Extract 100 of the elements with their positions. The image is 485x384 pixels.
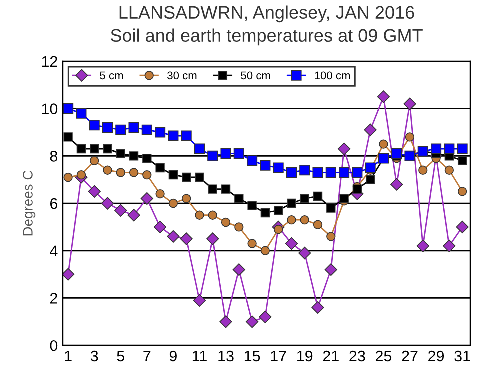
point — [208, 184, 218, 194]
point — [76, 170, 86, 180]
point — [63, 268, 75, 281]
point — [180, 232, 193, 246]
point — [404, 98, 416, 110]
point — [221, 184, 231, 194]
point — [208, 210, 218, 220]
point — [324, 264, 338, 276]
x-tick-label: 13 — [218, 350, 234, 362]
point — [142, 154, 152, 164]
y-tick-label: 6 — [50, 198, 58, 210]
point — [167, 230, 180, 243]
point — [116, 168, 126, 178]
point — [193, 294, 206, 307]
point — [443, 240, 456, 252]
point — [89, 120, 100, 131]
point — [128, 122, 140, 134]
point — [444, 144, 455, 154]
y-tick-label: 0 — [50, 340, 58, 352]
point — [300, 194, 310, 204]
legend-label: 5 cm — [100, 72, 124, 80]
x-tick-label: 9 — [170, 350, 177, 362]
x-tick-label: 5 — [117, 351, 124, 362]
point — [260, 246, 270, 256]
x-tick-label: 11 — [192, 351, 207, 362]
point — [88, 185, 101, 198]
point — [377, 90, 390, 104]
x-tick-label: 3 — [90, 350, 98, 362]
point — [194, 144, 206, 154]
point — [156, 189, 165, 199]
point — [390, 178, 404, 191]
point — [326, 232, 336, 242]
y-tick-label: 12 — [42, 56, 58, 67]
point — [182, 194, 192, 204]
point — [129, 152, 139, 161]
point — [352, 167, 363, 178]
point — [64, 172, 73, 182]
point — [102, 122, 114, 134]
point — [248, 239, 257, 248]
point — [339, 167, 350, 178]
point — [418, 166, 428, 175]
legend-label: 30 cm — [168, 72, 197, 80]
point — [114, 204, 128, 217]
point — [364, 124, 377, 136]
point — [287, 198, 296, 208]
point — [313, 220, 323, 230]
point — [312, 301, 324, 314]
point — [300, 216, 310, 225]
point — [392, 148, 402, 160]
point — [444, 166, 454, 175]
point — [90, 156, 100, 166]
y-tick-label: 2 — [50, 293, 58, 304]
x-tick-label: 21 — [323, 350, 339, 362]
point — [352, 184, 362, 194]
point — [220, 316, 232, 328]
point — [168, 170, 178, 180]
point — [248, 201, 257, 210]
chart-title: LLANSADWRN, Anglesey, JAN 2016 — [120, 6, 414, 23]
y-tick-label: 4 — [50, 246, 58, 256]
y-tick-label: 8 — [50, 151, 58, 162]
point — [246, 316, 259, 328]
point — [208, 150, 218, 162]
x-tick-label: 27 — [402, 350, 418, 362]
point — [285, 237, 298, 250]
point — [103, 144, 112, 154]
point — [76, 108, 87, 119]
point — [76, 144, 86, 154]
point — [154, 220, 167, 234]
point — [338, 142, 351, 156]
point — [128, 209, 140, 222]
point — [221, 218, 231, 228]
point — [101, 197, 114, 210]
point — [129, 168, 139, 178]
point — [220, 148, 232, 160]
point — [103, 166, 112, 175]
legend-label: 50 cm — [241, 72, 270, 80]
point — [182, 172, 192, 182]
x-tick-label: 1 — [65, 351, 72, 362]
point — [259, 310, 272, 324]
point — [326, 204, 336, 213]
point — [312, 167, 324, 178]
x-tick-label: 7 — [144, 351, 151, 362]
point — [326, 167, 336, 178]
x-tick-label: 31 — [454, 350, 470, 362]
point — [260, 160, 271, 171]
x-tick-label: 17 — [271, 351, 286, 362]
x-tick-label: 19 — [298, 350, 313, 362]
point — [247, 156, 258, 166]
point — [286, 167, 297, 178]
point — [234, 222, 244, 232]
point — [340, 194, 349, 204]
x-tick-label: 29 — [428, 350, 444, 362]
point — [181, 130, 192, 142]
point — [456, 220, 469, 234]
y-tick-label: 10 — [42, 104, 58, 114]
point — [405, 132, 415, 142]
point — [313, 192, 323, 202]
point — [168, 130, 179, 142]
point — [156, 163, 165, 173]
point — [366, 175, 376, 184]
